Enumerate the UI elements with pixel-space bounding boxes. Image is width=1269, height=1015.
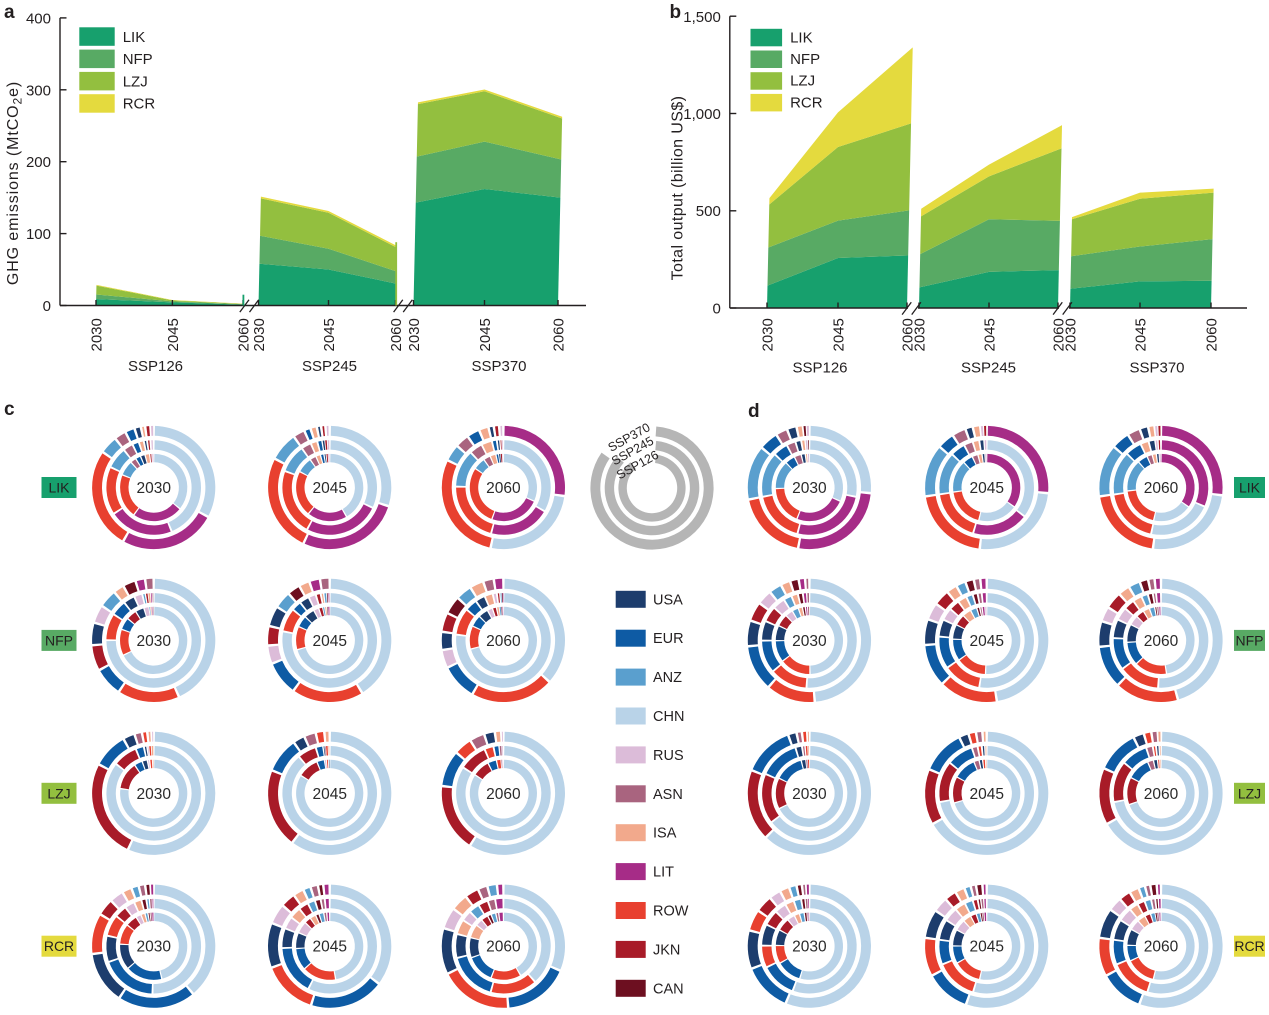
svg-text:CHN: CHN <box>653 709 684 725</box>
svg-text:400: 400 <box>26 10 51 27</box>
svg-text:2030: 2030 <box>792 480 827 497</box>
svg-text:RCR: RCR <box>123 96 156 113</box>
svg-text:SSP370: SSP370 <box>471 358 526 375</box>
svg-text:2045: 2045 <box>165 318 182 351</box>
svg-text:LIK: LIK <box>123 29 146 46</box>
svg-text:NFP: NFP <box>1236 632 1264 648</box>
svg-text:2060: 2060 <box>551 318 568 351</box>
svg-text:ASN: ASN <box>653 787 683 803</box>
svg-text:RCR: RCR <box>44 938 74 954</box>
svg-text:2060: 2060 <box>1144 480 1179 497</box>
svg-text:2060: 2060 <box>1144 786 1179 803</box>
svg-text:2030: 2030 <box>406 318 423 351</box>
svg-text:LIT: LIT <box>653 865 674 881</box>
svg-text:b: b <box>670 2 682 23</box>
svg-text:SSP370: SSP370 <box>1129 360 1184 377</box>
svg-text:a: a <box>4 2 15 23</box>
svg-text:2045: 2045 <box>969 786 1003 803</box>
svg-text:2060: 2060 <box>1204 318 1221 351</box>
svg-text:NFP: NFP <box>790 51 820 68</box>
svg-text:2030: 2030 <box>136 480 171 497</box>
svg-text:0: 0 <box>712 301 720 318</box>
svg-text:2045: 2045 <box>312 939 346 956</box>
svg-text:2030: 2030 <box>792 939 827 956</box>
svg-text:1,000: 1,000 <box>683 106 721 123</box>
svg-text:2045: 2045 <box>1133 318 1150 351</box>
svg-text:ROW: ROW <box>653 904 689 920</box>
svg-text:2045: 2045 <box>312 633 346 650</box>
svg-text:JKN: JKN <box>653 942 680 958</box>
svg-text:RUS: RUS <box>653 748 684 764</box>
svg-text:d: d <box>748 401 760 422</box>
svg-text:2060: 2060 <box>486 786 521 803</box>
svg-text:2045: 2045 <box>831 318 848 351</box>
svg-text:2060: 2060 <box>486 480 521 497</box>
svg-text:SSP126: SSP126 <box>128 358 183 375</box>
svg-text:300: 300 <box>26 82 51 99</box>
svg-text:2060: 2060 <box>236 318 253 351</box>
svg-text:2060: 2060 <box>1051 318 1068 351</box>
svg-text:EUR: EUR <box>653 631 684 647</box>
svg-text:100: 100 <box>26 226 51 243</box>
svg-text:LZJ: LZJ <box>1238 785 1261 801</box>
svg-text:2045: 2045 <box>982 318 999 351</box>
svg-text:GHG emissions (MtCO2e): GHG emissions (MtCO2e) <box>5 81 25 285</box>
svg-text:USA: USA <box>653 592 683 608</box>
svg-text:2030: 2030 <box>136 633 171 650</box>
svg-text:2030: 2030 <box>136 786 171 803</box>
svg-text:2045: 2045 <box>969 939 1003 956</box>
svg-text:LZJ: LZJ <box>47 785 70 801</box>
svg-text:SSP126: SSP126 <box>792 360 847 377</box>
svg-text:2045: 2045 <box>312 480 346 497</box>
svg-text:2030: 2030 <box>792 786 827 803</box>
svg-text:NFP: NFP <box>45 632 73 648</box>
svg-text:ANZ: ANZ <box>653 670 682 686</box>
svg-text:Total output (billion US$): Total output (billion US$) <box>670 96 687 281</box>
svg-text:2030: 2030 <box>760 318 777 351</box>
svg-text:2030: 2030 <box>912 318 929 351</box>
svg-text:2045: 2045 <box>969 633 1003 650</box>
svg-text:2045: 2045 <box>477 318 494 351</box>
svg-text:2060: 2060 <box>900 318 917 351</box>
svg-text:LZJ: LZJ <box>790 73 815 90</box>
svg-text:2060: 2060 <box>486 633 521 650</box>
svg-text:2030: 2030 <box>89 318 106 351</box>
svg-text:SSP245: SSP245 <box>302 358 357 375</box>
svg-text:RCR: RCR <box>1234 938 1264 954</box>
svg-text:1,500: 1,500 <box>683 9 721 26</box>
svg-text:2045: 2045 <box>312 786 346 803</box>
svg-text:0: 0 <box>43 298 51 315</box>
svg-text:NFP: NFP <box>123 51 153 68</box>
svg-text:200: 200 <box>26 154 51 171</box>
svg-text:c: c <box>4 399 15 420</box>
svg-text:SSP245: SSP245 <box>961 360 1016 377</box>
svg-text:2060: 2060 <box>1144 633 1179 650</box>
svg-text:RCR: RCR <box>790 94 823 111</box>
svg-text:ISA: ISA <box>653 826 677 842</box>
svg-text:2060: 2060 <box>388 318 405 351</box>
svg-text:2060: 2060 <box>486 939 521 956</box>
svg-text:LIK: LIK <box>790 29 813 46</box>
svg-text:LIK: LIK <box>1239 480 1261 496</box>
svg-text:LZJ: LZJ <box>123 73 148 90</box>
svg-text:2060: 2060 <box>1144 939 1179 956</box>
svg-text:CAN: CAN <box>653 981 684 997</box>
svg-text:2030: 2030 <box>251 318 268 351</box>
svg-text:2045: 2045 <box>321 318 338 351</box>
svg-text:500: 500 <box>696 203 721 220</box>
svg-text:LIK: LIK <box>48 480 70 496</box>
svg-text:2045: 2045 <box>969 480 1003 497</box>
svg-text:2030: 2030 <box>136 939 171 956</box>
svg-text:2030: 2030 <box>1063 318 1080 351</box>
svg-text:2030: 2030 <box>792 633 827 650</box>
